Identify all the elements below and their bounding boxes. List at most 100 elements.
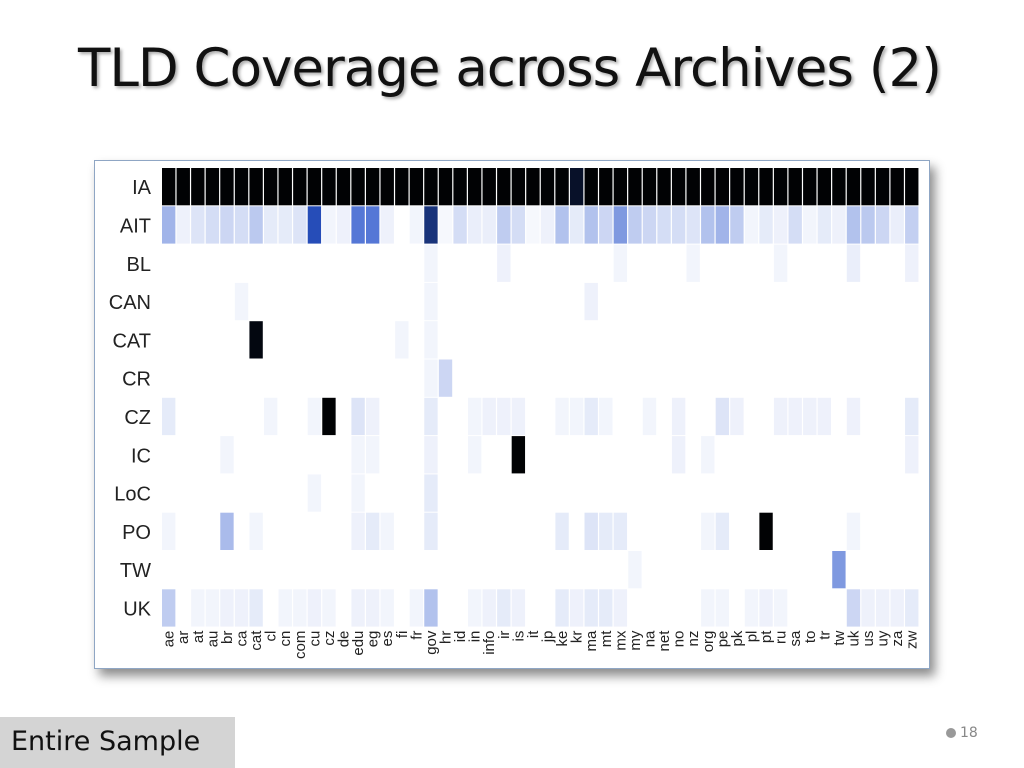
heatmap-cell-LoC-hr: [438, 474, 453, 512]
row-label: UK: [123, 598, 151, 620]
heatmap-cell-IA-za: [890, 168, 904, 206]
row-label: IA: [132, 177, 152, 199]
heatmap-cell-BL-ke: [555, 244, 569, 282]
heatmap-cell-CAT-ke: [555, 321, 569, 359]
heatmap-cell-IC-ir: [497, 436, 511, 474]
heatmap-cell-LoC-it: [526, 474, 540, 512]
heatmap-cell-UK-is: [511, 589, 526, 627]
heatmap-cell-CZ-at: [191, 397, 205, 436]
heatmap-cell-CAN-tr: [817, 282, 832, 321]
heatmap-cell-CR-ar: [176, 359, 190, 397]
heatmap-cell-UK-cz: [322, 589, 336, 627]
heatmap-cell-TW-mx: [613, 551, 628, 589]
heatmap-cell-IC-it: [526, 436, 540, 474]
heatmap-cell-IC-de: [336, 436, 351, 474]
heatmap-cell-PO-mx: [613, 512, 628, 550]
heatmap-cell-CAT-ru: [773, 321, 788, 359]
heatmap-cell-CAN-ir: [497, 282, 511, 321]
heatmap-cell-IC-au: [205, 436, 220, 474]
heatmap-cell-LoC-na: [642, 474, 657, 512]
heatmap-cell-BL-cz: [322, 244, 336, 282]
heatmap-cell-IA-ru: [773, 168, 788, 206]
heatmap-cell-IA-edu: [351, 168, 365, 206]
heatmap-cell-CZ-id: [453, 397, 467, 436]
column-label: cat: [248, 630, 265, 651]
heatmap-cell-IA-in: [467, 168, 482, 206]
heatmap-cell-LoC-uk: [846, 474, 861, 512]
heatmap-cell-IC-to: [803, 436, 817, 474]
heatmap-cell-TW-nz: [686, 551, 700, 589]
heatmap-cell-UK-it: [526, 589, 540, 627]
heatmap-cell-CAT-uy: [875, 321, 890, 359]
heatmap-cell-CZ-to: [803, 397, 817, 436]
column-label: ir: [496, 631, 513, 639]
heatmap-cell-BL-edu: [351, 244, 365, 282]
heatmap-cell-IA-ir: [497, 168, 511, 206]
column-label: info: [481, 631, 498, 655]
heatmap-cell-CAT-cl: [263, 321, 278, 359]
heatmap-cell-LoC-nz: [686, 474, 700, 512]
heatmap-cell-IC-za: [890, 436, 904, 474]
heatmap-cell-CZ-pt: [759, 397, 773, 436]
row-label: AIT: [120, 215, 151, 237]
heatmap-cell-TW-edu: [351, 551, 365, 589]
heatmap-cell-AIT-ru: [773, 206, 788, 244]
column-label: com: [292, 631, 309, 659]
heatmap-cell-LoC-net: [657, 474, 671, 512]
heatmap-cell-TW-uy: [875, 551, 890, 589]
heatmap-cell-IC-sa: [788, 436, 802, 474]
heatmap-cell-CAN-ru: [773, 282, 788, 321]
heatmap-cell-PO-cl: [263, 512, 278, 550]
heatmap-cell-IC-is: [511, 436, 526, 474]
heatmap-cell-PO-ke: [555, 512, 569, 550]
heatmap-cell-IA-com: [293, 168, 307, 206]
heatmap-cell-CZ-pl: [744, 397, 759, 436]
heatmap-cell-CAN-id: [453, 282, 467, 321]
heatmap-cell-CAN-pl: [744, 282, 759, 321]
heatmap-cell-LoC-pl: [744, 474, 759, 512]
heatmap-cell-CAN-ar: [176, 282, 190, 321]
heatmap-cell-PO-ar: [176, 512, 190, 550]
heatmap-cell-IA-ca: [234, 168, 249, 206]
heatmap-cell-BL-pt: [759, 244, 773, 282]
heatmap-cell-IA-info: [482, 168, 496, 206]
heatmap-cell-TW-pe: [715, 551, 730, 589]
column-label: cn: [277, 631, 294, 647]
heatmap-cell-CAN-pt: [759, 282, 773, 321]
heatmap-cell-CR-hr: [438, 359, 453, 397]
heatmap-cell-LoC-tw: [832, 474, 846, 512]
heatmap-cell-CAT-br: [220, 321, 234, 359]
heatmap-cell-PO-in: [467, 512, 482, 550]
heatmap-cell-CAT-hr: [438, 321, 453, 359]
heatmap-cell-UK-gov: [424, 589, 438, 627]
column-label: my: [627, 630, 644, 650]
heatmap-cell-AIT-es: [380, 206, 394, 244]
heatmap-cell-IA-pk: [730, 168, 744, 206]
heatmap-cell-IC-id: [453, 436, 467, 474]
heatmap-cell-TW-ar: [176, 551, 190, 589]
heatmap-cell-UK-fr: [409, 589, 424, 627]
heatmap-cell-IC-ca: [234, 436, 249, 474]
heatmap-cell-CR-ca: [234, 359, 249, 397]
row-label: TW: [120, 560, 151, 582]
column-label: kr: [569, 631, 586, 644]
heatmap-cell-PO-cu: [307, 512, 322, 550]
slide-title: TLD Coverage across Archives (2): [78, 38, 942, 99]
heatmap-cell-TW-ke: [555, 551, 569, 589]
heatmap-cell-BL-it: [526, 244, 540, 282]
heatmap-cell-LoC-es: [380, 474, 394, 512]
heatmap-cell-TW-pt: [759, 551, 773, 589]
heatmap-cell-LoC-sa: [788, 474, 802, 512]
heatmap-cell-BL-ma: [584, 244, 598, 282]
column-label: cl: [263, 631, 280, 642]
heatmap-cell-CZ-ca: [234, 397, 249, 436]
heatmap-cell-CAN-au: [205, 282, 220, 321]
heatmap-cell-AIT-ke: [555, 206, 569, 244]
heatmap-cell-CAT-nz: [686, 321, 700, 359]
heatmap-cell-IC-tr: [817, 436, 832, 474]
heatmap-cell-IA-is: [511, 168, 526, 206]
heatmap-cell-LoC-ar: [176, 474, 190, 512]
heatmap-cell-UK-mx: [613, 589, 628, 627]
heatmap-cell-TW-ca: [234, 551, 249, 589]
